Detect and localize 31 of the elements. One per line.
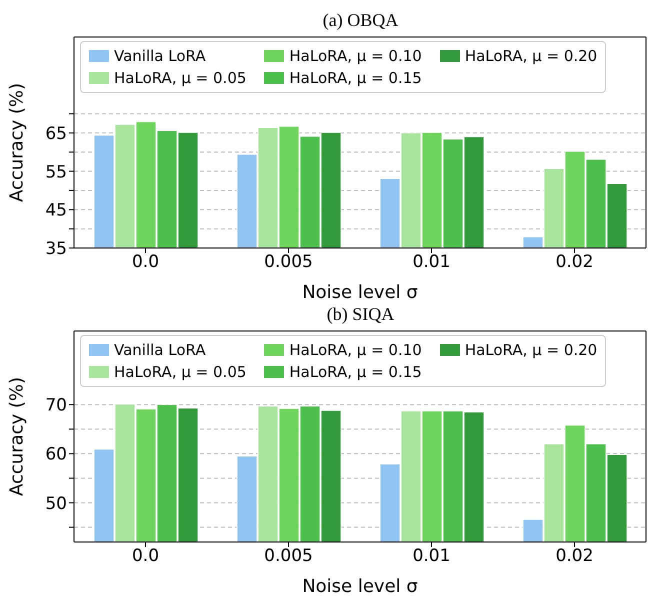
legend-label: HaLoRA, μ = 0.15: [289, 363, 422, 381]
y-axis-title: Accuracy (%): [6, 82, 28, 202]
x-tick-label: 0.005: [264, 546, 313, 566]
legend-label: Vanilla LoRA: [114, 47, 206, 65]
y-tick-label: 45: [45, 200, 67, 221]
legend-label: HaLoRA, μ = 0.05: [114, 363, 246, 381]
chart-title: (a) OBQA: [322, 9, 400, 32]
legend-label: HaLoRA, μ = 0.20: [464, 341, 598, 359]
legend-label: HaLoRA, μ = 0.10: [289, 47, 422, 65]
legend-label: HaLoRA, μ = 0.20: [464, 47, 598, 65]
legend-label: HaLoRA, μ = 0.10: [289, 341, 422, 359]
y-tick-label: 55: [45, 162, 67, 182]
x-tick-label: 0.0: [132, 252, 160, 272]
x-tick-label: 0.005: [264, 252, 313, 272]
y-tick-label: 50: [45, 494, 67, 514]
y-axis-title: Accuracy (%): [6, 376, 28, 496]
legend-label: Vanilla LoRA: [114, 341, 206, 359]
x-tick-label: 0.01: [412, 252, 450, 272]
x-axis-title: Noise level σ: [302, 282, 418, 303]
x-tick-label: 0.01: [412, 546, 450, 566]
y-tick-label: 70: [45, 396, 67, 416]
legend-label: HaLoRA, μ = 0.05: [114, 69, 246, 87]
y-tick-label: 65: [45, 124, 67, 144]
x-tick-label: 0.02: [556, 252, 594, 272]
chart-title: (b) SIQA: [326, 303, 396, 326]
x-axis-title: Noise level σ: [302, 576, 418, 597]
x-tick-label: 0.02: [556, 546, 594, 566]
x-tick-label: 0.0: [132, 546, 160, 566]
legend-label: HaLoRA, μ = 0.15: [289, 69, 422, 87]
y-tick-label: 35: [45, 239, 67, 260]
y-tick-label: 60: [45, 444, 67, 465]
